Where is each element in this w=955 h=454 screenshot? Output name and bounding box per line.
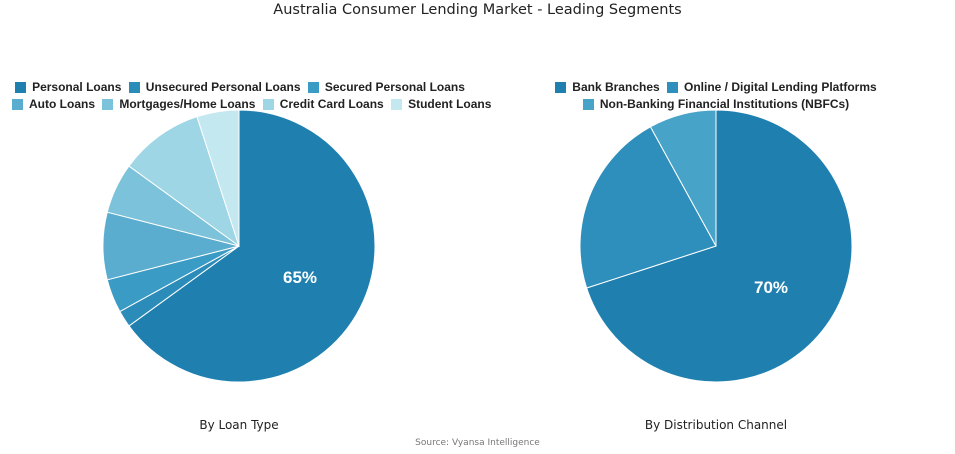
legend-swatch (667, 82, 679, 93)
chart-title: Australia Consumer Lending Market - Lead… (273, 2, 682, 18)
pie-slice-bank-branches[interactable] (586, 109, 853, 383)
legend-item-personal-loans[interactable]: Personal Loans (15, 80, 121, 95)
slice-label-personal-loans: 65% (283, 268, 317, 287)
legend-swatch (12, 99, 23, 110)
legend-item-credit-card-loans[interactable]: Credit Card Loans (262, 97, 384, 112)
legend-item-bank-branches[interactable]: Bank Branches (555, 80, 660, 95)
legend-item-nbfcs[interactable]: Non-Banking Financial Institutions (NBFC… (582, 97, 849, 112)
legend-item-mortgages[interactable]: Mortgages/Home Loans (102, 97, 255, 112)
legend-swatch (555, 82, 567, 93)
pie-slice-online-digital-lending-platforms[interactable] (579, 126, 717, 289)
legend-swatch (262, 99, 274, 110)
legend-item-online-platforms[interactable]: Online / Digital Lending Platforms (667, 80, 877, 95)
pie-distribution-channel: 70% (579, 109, 853, 383)
subtitle-distribution-channel: By Distribution Channel (644, 418, 788, 432)
pie-slice-personal-loans[interactable] (128, 109, 376, 383)
legend-swatch (582, 99, 594, 110)
pie-slice-student-loans[interactable] (196, 109, 240, 247)
pie-slice-non-banking-financial-institutions-nbfcs[interactable] (649, 109, 717, 247)
legend-swatch (102, 99, 114, 110)
legend-item-secured-personal-loans[interactable]: Secured Personal Loans (307, 80, 465, 95)
legend-swatch (307, 82, 319, 93)
pie-slice-credit-card-loans[interactable] (128, 116, 240, 248)
legend-loan-type: Personal Loans Unsecured Personal Loans … (10, 80, 491, 114)
pie-loan-type: 65% (102, 109, 376, 383)
legend-swatch (391, 99, 403, 110)
legend-item-student-loans[interactable]: Student Loans (391, 97, 491, 112)
legend-distribution-channel: Bank Branches Online / Digital Lending P… (546, 80, 886, 114)
source-note: Source: Vyansa Intelligence (415, 438, 540, 448)
slice-label-bank-branches: 70% (754, 278, 788, 297)
legend-item-unsecured-personal-loans[interactable]: Unsecured Personal Loans (128, 80, 301, 95)
subtitle-loan-type: By Loan Type (199, 418, 279, 432)
legend-swatch (15, 82, 27, 93)
legend-item-auto-loans[interactable]: Auto Loans (12, 97, 95, 112)
legend-swatch (128, 82, 140, 93)
